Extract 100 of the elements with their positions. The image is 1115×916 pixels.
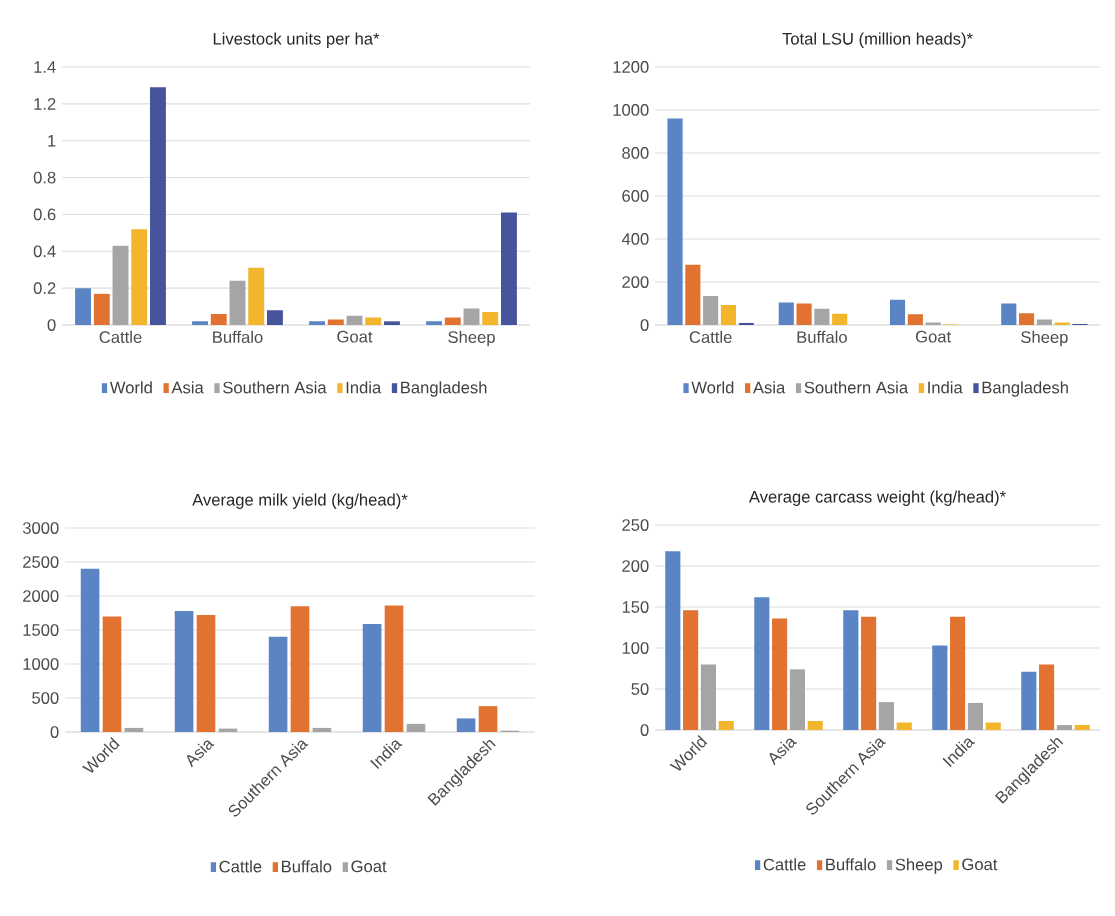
bar [1019, 313, 1035, 325]
y-tick-label: 1200 [613, 61, 649, 73]
y-tick-label: 1500 [23, 624, 59, 636]
bar [778, 302, 794, 325]
bar [738, 322, 754, 325]
x-tick-label: Cattle [689, 330, 732, 343]
bar [985, 722, 1001, 730]
legend-label: Bangladesh [982, 381, 1068, 397]
bar [667, 118, 683, 325]
legend-label: Southern Asia [804, 381, 909, 394]
bar [683, 610, 699, 730]
bar [500, 212, 517, 325]
legend-label: Asia [753, 381, 786, 394]
x-tick-label: Asia [186, 740, 215, 768]
legend-label: Sheep [895, 858, 943, 874]
bar [266, 310, 283, 325]
bar [1056, 725, 1072, 730]
bar [685, 264, 701, 325]
legend-label: World [109, 381, 152, 394]
y-tick-label: 200 [622, 560, 649, 572]
y-tick-label: 200 [622, 276, 649, 288]
x-tick-label: Cattle [99, 330, 142, 343]
bar [720, 305, 737, 325]
bar [807, 720, 823, 730]
bar [268, 636, 288, 732]
y-tick-label: 1.2 [34, 98, 56, 110]
legend-label: Buffalo [826, 858, 876, 871]
y-tick-label: 2500 [23, 556, 59, 568]
bar [365, 317, 382, 325]
bar [444, 317, 461, 325]
y-tick-label: 500 [32, 692, 59, 704]
legend-label: Southern Asia [223, 381, 327, 394]
bar [131, 229, 148, 325]
x-tick-label: Buffalo [213, 330, 263, 343]
y-tick-label: 3000 [22, 522, 59, 534]
bar [456, 718, 476, 732]
bar [1074, 725, 1090, 730]
x-tick-label: Goat [915, 330, 952, 343]
y-tick-label: 0 [50, 726, 59, 738]
bar [832, 313, 848, 325]
bar [861, 616, 877, 730]
bar [248, 267, 265, 325]
bar [932, 645, 948, 730]
bar [907, 314, 923, 325]
bar [754, 597, 770, 730]
y-tick-label: 0 [47, 319, 56, 331]
bar [950, 616, 966, 730]
x-tick-label: Asia [769, 738, 797, 766]
y-tick-label: 0.8 [33, 171, 56, 184]
bar [312, 727, 332, 732]
bar [789, 669, 805, 730]
bar [362, 623, 382, 732]
legend-label: India [928, 381, 963, 394]
bar [174, 610, 194, 732]
bar [700, 664, 716, 730]
y-tick-label: 800 [622, 147, 649, 159]
bar [426, 321, 443, 325]
bar [102, 616, 122, 732]
bar [1021, 671, 1037, 730]
bar [93, 293, 110, 325]
bar [1036, 319, 1052, 325]
bar [149, 87, 166, 325]
bar [327, 319, 344, 325]
bar [346, 315, 363, 325]
bar [309, 321, 326, 325]
bar [478, 706, 498, 732]
legend-label: Asia [171, 381, 204, 394]
bar [718, 720, 734, 730]
legend-label: Bangladesh [401, 381, 487, 397]
bar [80, 568, 100, 732]
y-tick-label: 1000 [613, 104, 649, 116]
bar [383, 321, 400, 325]
legend-label: India [346, 381, 382, 394]
chart-title: Average milk yield (kg/head)* [192, 493, 408, 509]
y-tick-label: 0 [640, 319, 649, 331]
bar [1001, 303, 1017, 325]
y-tick-label: 0.2 [33, 282, 56, 295]
bar [703, 295, 719, 325]
bar [1054, 322, 1070, 325]
legend-label: Buffalo [282, 860, 332, 873]
y-tick-label: 2000 [23, 590, 59, 602]
y-tick-label: 150 [622, 601, 649, 613]
bar [463, 308, 480, 325]
bar [229, 280, 246, 325]
x-tick-label: Goat [337, 330, 373, 343]
bar [1039, 664, 1055, 730]
chart-title: Livestock units per ha* [213, 32, 380, 48]
bar [196, 615, 216, 732]
bar [796, 303, 812, 325]
bar [967, 702, 983, 730]
y-tick-label: 1000 [23, 658, 59, 670]
legend-label: Cattle [219, 860, 262, 873]
bar [665, 551, 681, 730]
bar [896, 722, 912, 730]
bar [878, 702, 894, 730]
y-tick-label: 400 [621, 233, 649, 245]
bar [192, 321, 209, 325]
bar [210, 313, 227, 325]
bar [290, 606, 310, 732]
y-tick-label: 100 [622, 642, 649, 654]
